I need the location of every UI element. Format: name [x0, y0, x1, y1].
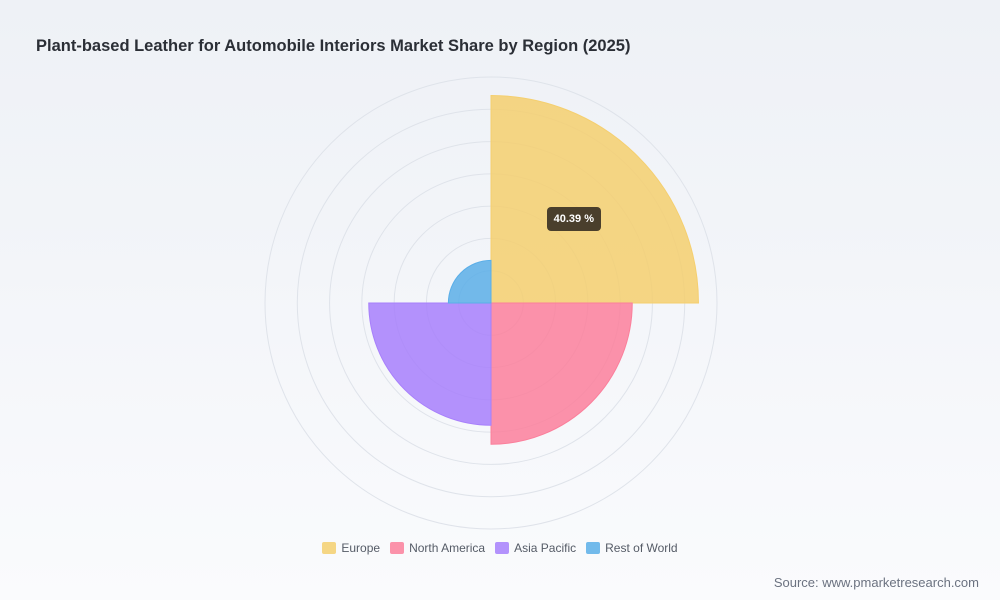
- value-tooltip: 40.39 %: [546, 207, 601, 232]
- legend-swatch: [390, 542, 405, 554]
- legend-label: Asia Pacific: [514, 541, 577, 555]
- sector-europe[interactable]: [490, 95, 699, 304]
- chart-title: Plant-based Leather for Automobile Inter…: [36, 37, 631, 55]
- legend-label: North America: [409, 541, 486, 555]
- legend-item-asia-pacific[interactable]: Asia Pacific: [495, 541, 576, 555]
- chart-legend: Europe North America Asia Pacific Rest of W…: [0, 541, 1000, 555]
- legend-swatch: [495, 542, 510, 554]
- sector-asia-pacific[interactable]: [368, 302, 492, 426]
- sector-rest-of-world[interactable]: [447, 259, 492, 304]
- legend-item-europe[interactable]: Europe: [322, 541, 380, 555]
- source-note: Source: www.pmarketresearch.com: [773, 575, 979, 590]
- legend-label: Europe: [341, 541, 381, 555]
- legend-item-rest-of-world[interactable]: Rest of World: [586, 541, 678, 555]
- sectors: [368, 95, 699, 445]
- legend-swatch: [322, 542, 337, 554]
- legend-label: Rest of World: [605, 541, 678, 555]
- sector-north-america[interactable]: [490, 302, 633, 445]
- grid-ring: [264, 76, 718, 530]
- tooltip-label: 40.39 %: [553, 213, 594, 226]
- legend-swatch: [586, 542, 601, 554]
- legend-item-north-america[interactable]: North America: [390, 541, 485, 555]
